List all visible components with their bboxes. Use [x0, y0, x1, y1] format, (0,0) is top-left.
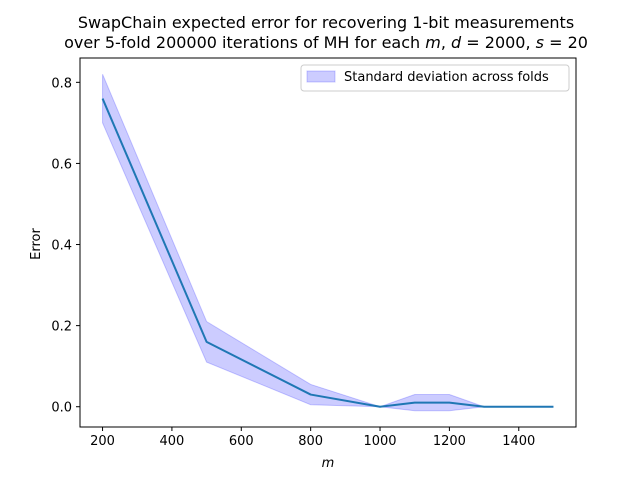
legend-frame — [300, 64, 570, 92]
y-tick-label: 0.8 — [51, 76, 72, 91]
y-tick-label: 0.0 — [51, 401, 72, 416]
title-part-2: , — [441, 33, 451, 52]
x-tick-label: 1400 — [502, 434, 535, 449]
title-part-5: s — [536, 33, 544, 52]
title-part-0: over 5-fold 200000 iterations of MH for … — [64, 33, 425, 52]
x-tick-label: 200 — [90, 434, 115, 449]
axes-frame — [79, 57, 577, 428]
x-tick-label: 400 — [160, 434, 185, 449]
x-tick-label: 600 — [229, 434, 254, 449]
title-part-1: m — [425, 33, 441, 52]
y-axis-label: Error — [29, 228, 44, 260]
title-part-4: = 2000, — [461, 33, 535, 52]
x-tick-label: 1200 — [433, 434, 466, 449]
title-part-3: d — [451, 33, 462, 52]
y-tick-label: 0.2 — [51, 320, 72, 335]
chart-title-line2: over 5-fold 200000 iterations of MH for … — [64, 33, 588, 52]
y-tick-label: 0.4 — [51, 239, 72, 254]
x-axis-label: m — [322, 456, 335, 471]
legend-label: Standard deviation across folds — [344, 70, 549, 85]
std-band — [102, 74, 554, 412]
legend-swatch — [306, 70, 336, 83]
legend: Standard deviation across folds — [300, 64, 570, 92]
chart-title-line1: SwapChain expected error for recovering … — [78, 13, 574, 32]
title-part-6: = 20 — [544, 33, 588, 52]
mean-error-line — [101, 98, 554, 408]
y-tick-label: 0.6 — [51, 157, 72, 172]
plot-area: 200 400 600 800 1000 1200 1400 0.0 0.2 0.4 0.6 0.8 — [51, 57, 577, 449]
x-tick-label: 800 — [298, 434, 323, 449]
x-tick-label: 1000 — [363, 434, 396, 449]
